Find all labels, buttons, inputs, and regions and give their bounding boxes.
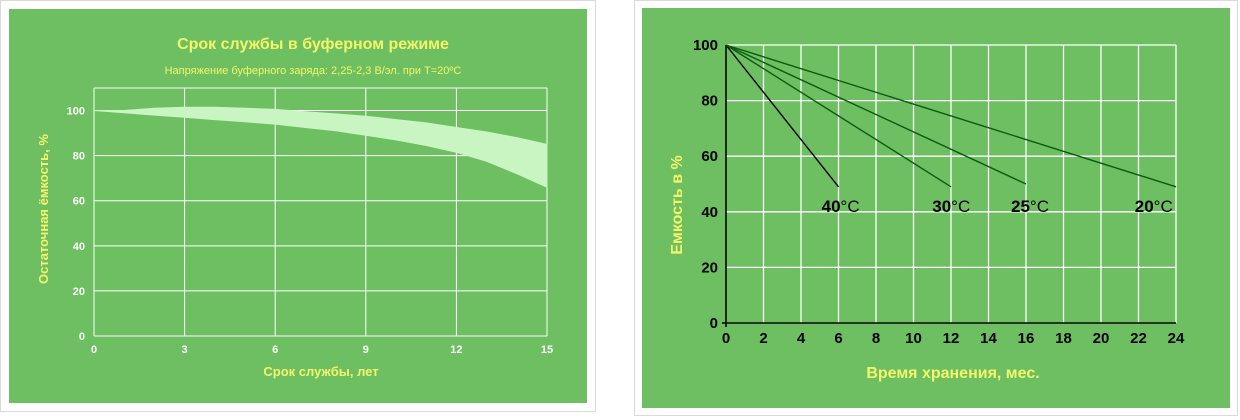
series-label-unit: °С — [951, 197, 970, 216]
series-label-unit: °С — [841, 197, 860, 216]
right-x-tick-label: 2 — [759, 330, 767, 347]
right-x-axis-label: Время хранения, мес. — [866, 365, 1039, 382]
left-y-ticks: 0 20 40 60 80 100 — [67, 106, 85, 343]
right-x-ticks: 0 2 4 6 8 10 12 14 16 18 20 22 24 — [722, 330, 1185, 347]
series-label-20: 20°С — [1135, 197, 1173, 216]
left-x-tick-label: 9 — [363, 344, 369, 356]
left-y-tick-label: 40 — [73, 241, 85, 253]
left-x-tick-label: 3 — [182, 344, 188, 356]
left-x-tick-label: 15 — [541, 344, 553, 356]
series-label-number: 30 — [932, 197, 951, 216]
left-y-tick-label: 20 — [73, 286, 85, 298]
series-label-30: 30°С — [932, 197, 970, 216]
series-label-40: 40°С — [822, 197, 860, 216]
right-x-tick-label: 22 — [1130, 330, 1147, 347]
left-x-tick-label: 6 — [272, 344, 278, 356]
left-y-tick-label: 80 — [73, 151, 85, 163]
series-line-20 — [725, 44, 1177, 188]
right-x-tick-label: 18 — [1055, 330, 1072, 347]
left-x-axis-label: Срок службы, лет — [263, 364, 378, 379]
storage-capacity-chart: 40°С 30°С 25°С 20°С 0 2 4 6 8 10 12 14 16 18 20 22 24 0… — [642, 8, 1230, 408]
left-capacity-band — [93, 106, 548, 188]
left-x-tick-label: 12 — [450, 344, 462, 356]
left-y-tick-label: 0 — [79, 331, 85, 343]
right-x-tick-label: 12 — [943, 330, 960, 347]
series-label-number: 20 — [1135, 197, 1154, 216]
left-y-axis-label: Остаточная ёмкость, % — [36, 134, 51, 284]
right-x-tick-label: 6 — [834, 330, 842, 347]
right-series-lines — [725, 44, 1177, 188]
right-x-tick-label: 14 — [980, 330, 997, 347]
storage-capacity-chart-panel: 40°С 30°С 25°С 20°С 0 2 4 6 8 10 12 14 16 18 20 22 24 0… — [634, 0, 1238, 416]
right-series-labels: 40°С 30°С 25°С 20°С — [822, 197, 1173, 216]
series-label-number: 40 — [822, 197, 841, 216]
left-capacity-band-area — [93, 106, 548, 188]
right-x-tick-label: 24 — [1168, 330, 1185, 347]
right-x-tick-label: 0 — [722, 330, 730, 347]
right-chart-background — [642, 8, 1230, 408]
right-y-tick-label: 60 — [701, 148, 718, 165]
left-y-tick-label: 60 — [73, 196, 85, 208]
left-chart-title: Срок службы в буферном режиме — [177, 36, 449, 53]
series-line-25 — [725, 44, 1027, 185]
right-y-tick-label: 20 — [701, 259, 718, 276]
right-x-tick-label: 16 — [1018, 330, 1035, 347]
right-y-tick-label: 100 — [693, 37, 718, 54]
right-y-axis-label: Емкость в % — [669, 155, 686, 254]
left-chart-subtitle: Напряжение буферного заряда: 2,25-2,3 В/… — [165, 65, 462, 77]
right-y-ticks: 0 20 40 60 80 100 — [693, 37, 718, 332]
series-line-30 — [725, 44, 952, 188]
series-label-25: 25°С — [1011, 197, 1049, 216]
left-y-tick-label: 100 — [67, 106, 85, 118]
right-grid — [722, 44, 1177, 327]
right-y-tick-label: 0 — [710, 315, 718, 332]
left-x-ticks: 0 3 6 9 12 15 — [91, 344, 553, 356]
series-label-unit: °С — [1154, 197, 1173, 216]
right-y-tick-label: 40 — [701, 204, 718, 221]
series-label-unit: °С — [1030, 197, 1049, 216]
left-x-tick-label: 0 — [91, 344, 97, 356]
left-chart-background — [9, 9, 587, 403]
right-x-tick-label: 10 — [905, 330, 922, 347]
buffer-life-chart-panel: Срок службы в буферном режиме Напряжение… — [0, 0, 596, 412]
right-x-tick-label: 20 — [1093, 330, 1110, 347]
right-y-tick-label: 80 — [701, 93, 718, 110]
right-x-tick-label: 8 — [872, 330, 880, 347]
series-line-40 — [725, 44, 840, 188]
buffer-life-chart: Срок службы в буферном режиме Напряжение… — [9, 9, 587, 403]
right-x-tick-label: 4 — [797, 330, 806, 347]
series-label-number: 25 — [1011, 197, 1030, 216]
